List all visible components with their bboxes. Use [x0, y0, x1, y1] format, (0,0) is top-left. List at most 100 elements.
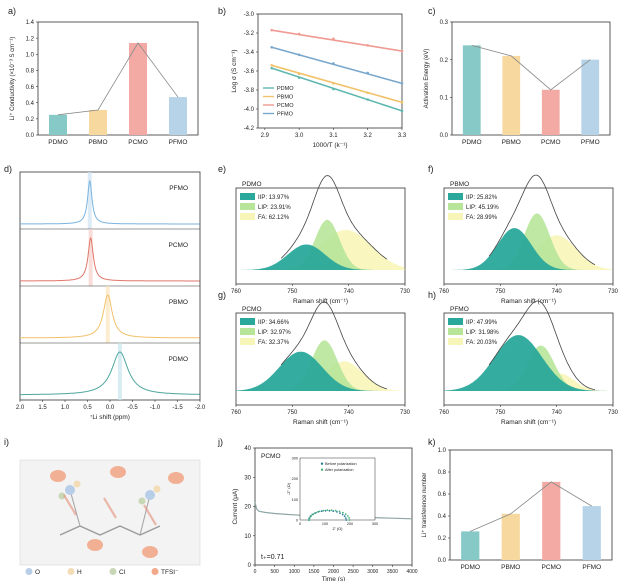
y-axis-label: Li⁺ Conductivity (×10⁻³ S cm⁻¹): [9, 37, 16, 121]
panel-label-g: g): [218, 290, 226, 300]
raman-envelope: [488, 300, 596, 391]
oxygen-atom: [145, 490, 155, 500]
x-axis-label: Raman shift (cm⁻¹): [501, 298, 556, 305]
legend-atom: [67, 568, 75, 575]
schematic-legend-label: H: [77, 569, 82, 576]
y-tick-label: 0.8: [26, 69, 35, 75]
y-tick-label: 0.0: [440, 133, 449, 139]
legend-swatch: [448, 193, 463, 200]
inset-x-tick-label: 200: [347, 522, 353, 526]
x-tick-label: 1.5: [38, 405, 47, 411]
inset-point: [310, 515, 313, 517]
polymer-backbone: [59, 525, 161, 536]
y-axis-label: Current (μA): [232, 489, 239, 525]
component-name: LIP: [258, 330, 267, 336]
raman-component-iip: [444, 335, 613, 391]
data-point: [332, 87, 335, 91]
component-percent: 28.99%: [477, 215, 498, 221]
component-percent: 32.97%: [270, 330, 291, 336]
x-tick-label: PBMO: [501, 564, 520, 571]
x-tick-label: PBMO: [88, 139, 107, 146]
inset-x-label: Z' (Ω): [333, 526, 344, 531]
x-tick-label: 3.3: [398, 133, 407, 139]
plot-frame: [443, 312, 614, 406]
x-tick-label: 740: [344, 410, 355, 416]
y-tick-label: 0.0: [26, 133, 35, 139]
sample-name: PCMO: [242, 306, 262, 313]
nmr-spectrum-pcmo: [20, 236, 200, 282]
peak-highlight: [105, 286, 110, 343]
legend-swatch: [448, 213, 463, 220]
component-name: LIP: [258, 205, 267, 211]
x-tick-label: 0.0: [106, 405, 115, 411]
inset-point: [320, 510, 323, 513]
data-point: [400, 82, 404, 85]
inset-legend-marker: [320, 468, 324, 471]
x-tick-label: 0: [254, 569, 257, 575]
bar-pfmo: [582, 506, 601, 560]
x-tick-label: -0.5: [127, 405, 138, 411]
x-tick-label: 760: [231, 289, 242, 295]
component-name: LIP: [466, 205, 475, 211]
inset-point: [344, 517, 347, 519]
raman-envelope: [280, 301, 388, 390]
chart-b: 2.9 3.0 3.1 3.2 3.3 -4.2 -4.0 -3.8 -3.6 -3.4 -3.2 -…: [231, 12, 407, 149]
ion-path: [103, 497, 117, 519]
x-tick-label: 0.5: [83, 405, 92, 411]
data-point: [400, 101, 404, 104]
raman-component-lip: [236, 219, 405, 270]
inset-x-tick-label: 0: [299, 522, 301, 526]
x-tick-label: 740: [552, 289, 563, 295]
data-point: [297, 72, 301, 76]
x-tick-label: PFMO: [582, 564, 601, 571]
inset-y-tick-label: 200: [292, 477, 298, 481]
x-tick-label: 4000: [406, 569, 417, 575]
bar-pdmo: [461, 531, 480, 560]
peak-highlight: [87, 172, 92, 229]
inset-legend-label: After polarization: [325, 468, 354, 472]
bar-pcmo: [129, 42, 147, 135]
separator: :: [473, 215, 476, 221]
sample-name: PCMO: [261, 453, 281, 460]
legend-atom: [109, 568, 117, 575]
spectrum-label: PDMO: [169, 356, 189, 363]
data-point: [366, 44, 370, 47]
raman-envelope: [280, 175, 388, 260]
legend-swatch: [240, 318, 255, 325]
legend-swatch: [448, 338, 463, 345]
data-point: [366, 91, 370, 95]
inset-y-tick-label: 100: [292, 498, 298, 502]
x-axis-label: Raman shift (cm⁻¹): [293, 419, 348, 426]
spectrum-label: PCMO: [169, 242, 189, 249]
x-tick-label: 2.9: [261, 133, 270, 139]
legend-label: FA: 28.99%: [466, 215, 498, 221]
data-point: [270, 28, 274, 32]
component-name: IIP: [258, 320, 265, 326]
inset-point: [348, 517, 350, 519]
panel-label-h: h): [428, 290, 436, 300]
y-tick-label: 1.4: [26, 20, 35, 26]
x-tick-label: -2.0: [195, 405, 206, 411]
inset-point: [322, 509, 325, 512]
plot-frame: [235, 312, 406, 406]
x-tick-label: PFMO: [169, 139, 188, 146]
bar-pcmo: [542, 481, 561, 560]
x-tick-label: 3500: [387, 569, 398, 575]
tfsi-anion: [110, 466, 126, 478]
x-axis-label: Raman shift (cm⁻¹): [293, 298, 348, 305]
legend-label: IIP: 47.99%: [466, 320, 498, 326]
y-tick-label: 0.4: [26, 101, 35, 107]
y-tick-label: 0.2: [26, 117, 35, 123]
chlorine-atom: [138, 497, 146, 505]
x-tick-label: 730: [608, 289, 619, 295]
component-percent: 32.37%: [269, 340, 290, 346]
bar-pdmo: [49, 114, 67, 135]
x-tick-label: 760: [439, 289, 450, 295]
bar-pbmo: [89, 109, 107, 135]
component-name: FA: [258, 215, 265, 221]
legend-label: PDMO: [277, 86, 294, 92]
x-axis-label: Time (s): [322, 576, 346, 581]
legend-swatch: [240, 328, 255, 335]
bar-pfmo: [581, 59, 600, 135]
